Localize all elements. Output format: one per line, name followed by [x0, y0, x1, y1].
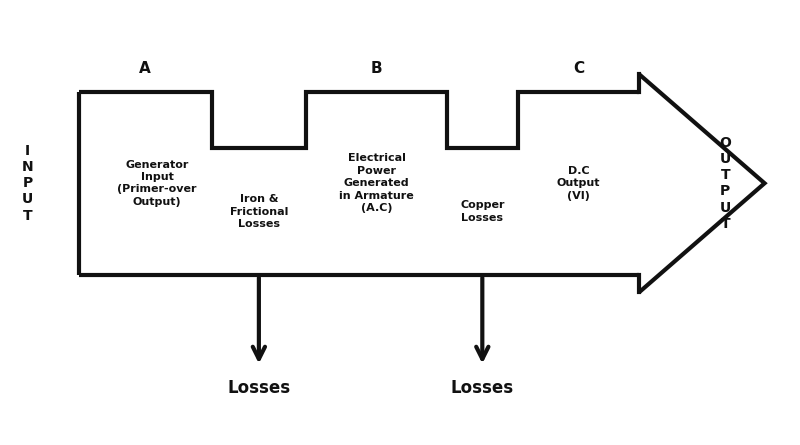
Text: C: C — [573, 61, 584, 77]
Text: Losses: Losses — [450, 380, 514, 397]
Text: Iron &
Frictional
Losses: Iron & Frictional Losses — [230, 194, 288, 229]
Text: I
N
P
U
T: I N P U T — [22, 144, 34, 222]
Text: A: A — [139, 61, 151, 77]
Text: O
U
T
P
U
T: O U T P U T — [719, 136, 731, 231]
Text: Losses: Losses — [227, 380, 290, 397]
Text: D.C
Output
(VI): D.C Output (VI) — [557, 166, 600, 201]
Text: B: B — [370, 61, 382, 77]
Text: Generator
Input
(Primer-over
Output): Generator Input (Primer-over Output) — [118, 160, 197, 207]
Text: Electrical
Power
Generated
in Armature
(A.C): Electrical Power Generated in Armature (… — [339, 154, 414, 213]
Text: Copper
Losses: Copper Losses — [460, 200, 505, 223]
